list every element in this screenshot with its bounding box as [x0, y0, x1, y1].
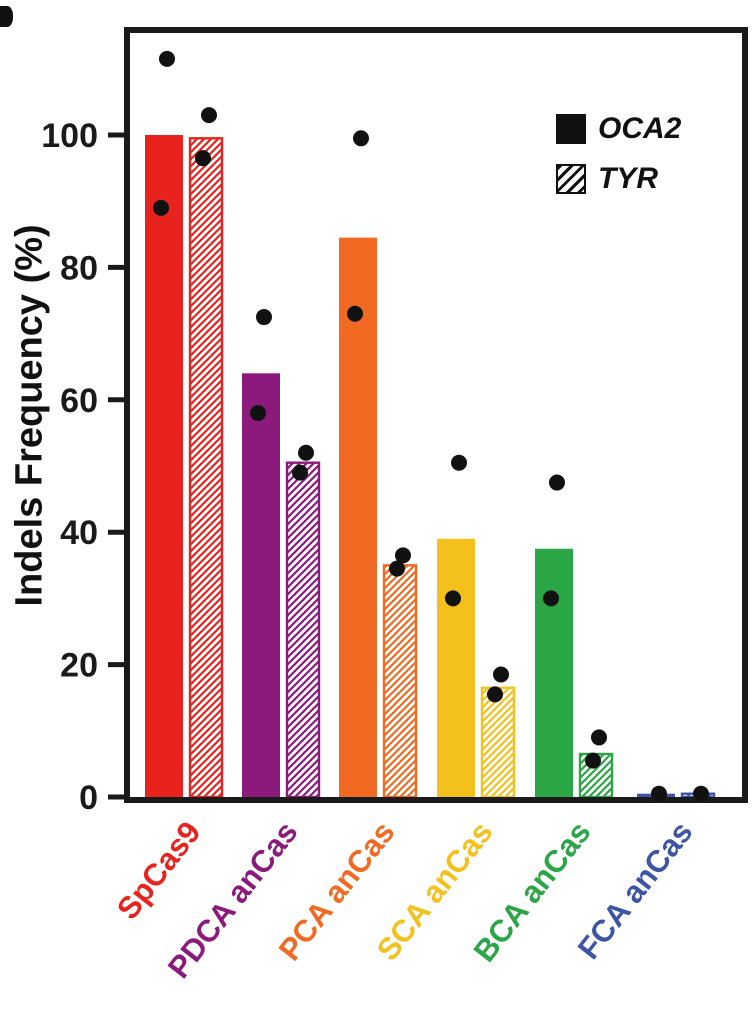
data-point-tyr [201, 107, 217, 124]
legend-label-tyr: TYR [598, 162, 658, 195]
legend-label-oca2: OCA2 [598, 112, 682, 145]
data-point-oca2 [445, 590, 461, 607]
cropped-panel-letter [0, 6, 13, 27]
bar-oca2-PDCA anCas [242, 373, 280, 797]
y-tick-label: 40 [60, 514, 98, 552]
data-point-oca2 [347, 305, 363, 322]
bar-oca2-PCA anCas [339, 237, 377, 798]
y-tick-label: 20 [60, 647, 98, 685]
legend-swatch-hatched-icon [556, 164, 586, 194]
data-point-tyr [298, 444, 314, 461]
y-tick-label: 0 [79, 779, 98, 817]
data-point-oca2 [159, 50, 175, 67]
data-point-tyr [693, 785, 709, 802]
data-point-oca2 [153, 199, 169, 216]
data-point-oca2 [353, 130, 369, 147]
data-point-tyr [591, 729, 607, 746]
data-point-tyr [493, 666, 509, 683]
data-point-oca2 [250, 405, 266, 422]
bar-oca2-SpCas9 [145, 135, 183, 797]
y-tick-label: 100 [41, 117, 98, 155]
plot-border [124, 27, 748, 803]
y-tick-label: 80 [60, 249, 98, 287]
y-axis-title: Indels Frequency (%) [8, 224, 51, 607]
y-tick-label: 60 [60, 382, 98, 420]
data-point-oca2 [549, 474, 565, 491]
bar-oca2-SCA anCas [437, 538, 475, 797]
legend-swatch-solid-icon [556, 114, 586, 144]
data-point-tyr [195, 150, 211, 167]
legend-item-oca2: OCA2 [556, 112, 681, 146]
data-point-tyr [389, 560, 405, 577]
legend-item-tyr: TYR [556, 162, 681, 196]
data-point-tyr [395, 547, 411, 564]
data-point-tyr [585, 752, 601, 769]
data-point-oca2 [256, 309, 272, 326]
bar-tyr-SCA anCas [480, 686, 516, 799]
legend: OCA2 TYR [556, 112, 681, 196]
bar-tyr-PCA anCas [382, 564, 418, 799]
data-point-oca2 [543, 590, 559, 607]
bar-tyr-PDCA anCas [285, 461, 321, 799]
data-point-oca2 [451, 454, 467, 471]
x-category-label: SpCas9 [110, 815, 208, 926]
bar-oca2-BCA anCas [535, 548, 573, 797]
bar-tyr-SpCas9 [188, 137, 224, 799]
data-point-tyr [292, 464, 308, 481]
data-point-oca2 [651, 785, 667, 802]
data-point-tyr [487, 686, 503, 703]
